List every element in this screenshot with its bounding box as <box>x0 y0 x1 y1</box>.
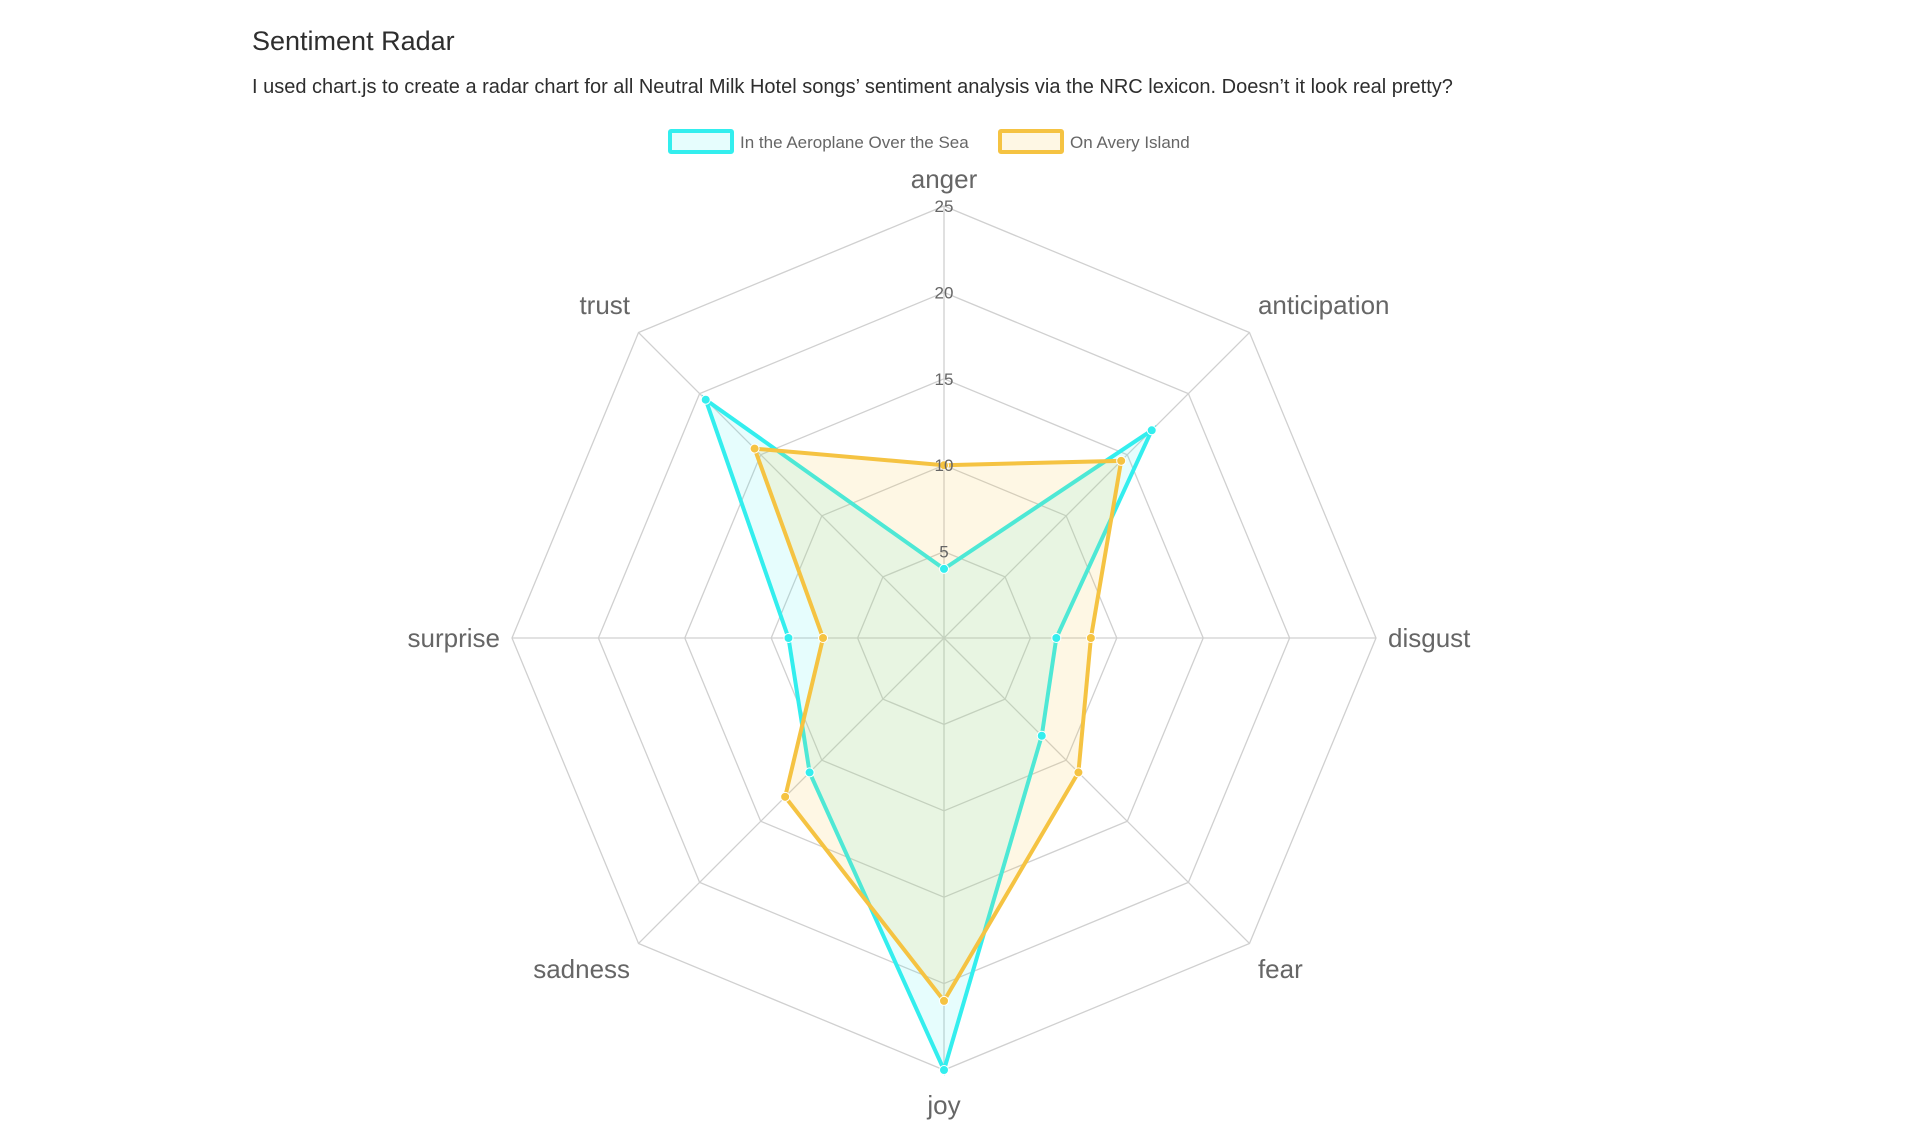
spoke-fear <box>943 637 1250 944</box>
tick-label-10: 10 <box>935 456 954 475</box>
series-1-point-joy[interactable] <box>939 995 949 1006</box>
series-0-point-sadness[interactable] <box>804 767 815 778</box>
axis-label-joy: joy <box>926 1090 960 1120</box>
axis-label-disgust: disgust <box>1388 623 1471 653</box>
radar-series <box>700 394 1157 1076</box>
legend-label-series-1: On Avery Island <box>1070 133 1190 152</box>
series-1-point-anticipation[interactable] <box>1116 455 1127 466</box>
axis-label-surprise: surprise <box>408 623 500 653</box>
page-title: Sentiment Radar <box>252 26 455 56</box>
series-0-point-surprise[interactable] <box>783 633 794 643</box>
axis-label-trust: trust <box>579 290 630 320</box>
series-0-point-anticipation[interactable] <box>1146 425 1157 436</box>
tick-label-5: 5 <box>939 543 948 562</box>
series-1-point-trust[interactable] <box>749 443 760 454</box>
series-0-point-disgust[interactable] <box>1051 633 1062 643</box>
tick-label-15: 15 <box>935 370 954 389</box>
radar-grid <box>511 205 1377 1071</box>
series-1-point-surprise[interactable] <box>818 633 829 643</box>
axis-label-fear: fear <box>1258 954 1303 984</box>
series-1-point-sadness[interactable] <box>780 791 791 802</box>
spoke-trust <box>638 332 945 639</box>
series-0-point-joy[interactable] <box>939 1065 949 1075</box>
series-1-point-anger[interactable] <box>939 460 949 471</box>
series-1-point-fear[interactable] <box>1073 767 1084 778</box>
page-description: I used chart.js to create a radar chart … <box>252 76 1453 98</box>
tick-label-25: 25 <box>935 197 954 216</box>
axis-label-anger: anger <box>911 164 978 194</box>
legend-swatch-series-1 <box>998 129 1064 154</box>
radar-ticks: 5 10 15 20 25 <box>935 197 954 562</box>
series-area-1 <box>751 446 1124 1005</box>
spoke-anticipation <box>943 332 1250 639</box>
spoke-sadness <box>638 637 945 944</box>
legend-item-series-1[interactable]: On Avery Island <box>998 129 1190 154</box>
radar-axis-labels: anger anticipation disgust fear joy sadness su… <box>408 164 1472 1120</box>
series-0-point-anger[interactable] <box>939 563 949 574</box>
legend-swatch-series-0 <box>668 129 734 154</box>
series-0-point-fear[interactable] <box>1036 730 1047 741</box>
chart-legend: In the Aeroplane Over the Sea On Avery I… <box>668 129 1190 154</box>
axis-label-sadness: sadness <box>533 954 630 984</box>
tick-label-20: 20 <box>935 283 954 302</box>
legend-label-series-0: In the Aeroplane Over the Sea <box>740 133 969 152</box>
series-1-point-disgust[interactable] <box>1085 633 1096 643</box>
legend-item-series-0[interactable]: In the Aeroplane Over the Sea <box>668 129 969 154</box>
axis-label-anticipation: anticipation <box>1258 290 1390 320</box>
series-0-point-trust[interactable] <box>700 394 711 405</box>
